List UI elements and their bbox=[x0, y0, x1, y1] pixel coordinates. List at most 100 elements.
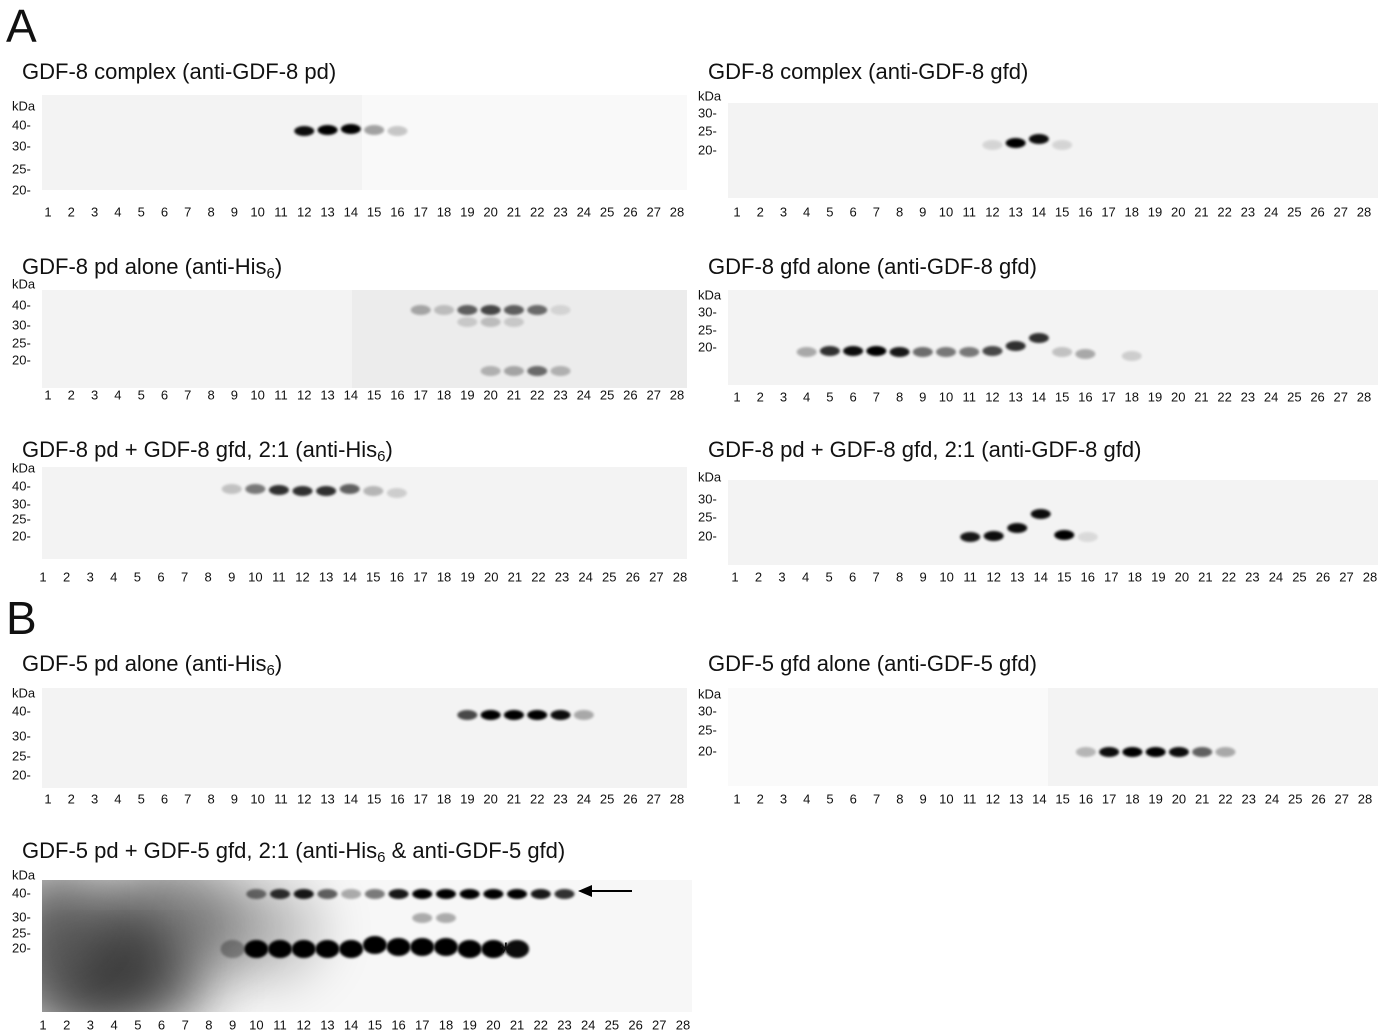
kda-label: 30- bbox=[12, 728, 31, 743]
membrane bbox=[42, 467, 687, 559]
band bbox=[387, 126, 407, 136]
lane-number: 28 bbox=[670, 791, 684, 806]
band bbox=[504, 305, 524, 315]
lane-number: 23 bbox=[1241, 791, 1255, 806]
lane-number: 20 bbox=[483, 791, 497, 806]
band bbox=[936, 347, 956, 357]
title-part: GDF-8 pd + GDF-8 gfd, 2:1 (anti-His bbox=[22, 437, 377, 462]
lane-number: 20 bbox=[1171, 204, 1185, 219]
lane-number: 20 bbox=[1171, 389, 1185, 404]
membrane bbox=[42, 688, 687, 788]
lane-number: 1 bbox=[44, 204, 51, 219]
lane-number: 9 bbox=[919, 791, 926, 806]
lane-number: 20 bbox=[483, 387, 497, 402]
asterisk: * bbox=[500, 937, 512, 970]
lane-number: 2 bbox=[757, 389, 764, 404]
lane-number: 5 bbox=[826, 389, 833, 404]
kda-label: 30- bbox=[12, 317, 31, 332]
lane-number: 28 bbox=[1363, 569, 1377, 584]
band bbox=[341, 124, 361, 134]
kda-label: 30- bbox=[698, 491, 717, 506]
lane-number: 17 bbox=[1101, 204, 1115, 219]
kda-label: 30- bbox=[12, 496, 31, 511]
band bbox=[984, 531, 1004, 541]
band bbox=[507, 889, 527, 899]
lane-number: 14 bbox=[344, 387, 358, 402]
blot bbox=[42, 467, 687, 559]
lane-number: 19 bbox=[462, 1017, 476, 1032]
subscript: 6 bbox=[267, 265, 275, 282]
lane-number: 2 bbox=[755, 569, 762, 584]
band bbox=[315, 940, 339, 958]
lane-number: 14 bbox=[344, 791, 358, 806]
kda-label: kDa bbox=[12, 867, 36, 882]
lane-number: 25 bbox=[600, 387, 614, 402]
lane-number: 28 bbox=[676, 1017, 690, 1032]
lane-number: 19 bbox=[460, 204, 474, 219]
lane-number: 2 bbox=[757, 791, 764, 806]
lane-number: 13 bbox=[319, 569, 333, 584]
lane-number: 24 bbox=[577, 387, 591, 402]
lane-number: 28 bbox=[1357, 204, 1371, 219]
lane-number: 11 bbox=[274, 387, 288, 402]
lane-number: 10 bbox=[250, 204, 264, 219]
band bbox=[270, 889, 290, 899]
band bbox=[483, 889, 503, 899]
lane-number: 18 bbox=[1125, 389, 1139, 404]
kda-label: 20- bbox=[698, 339, 717, 354]
lane-number: 2 bbox=[63, 569, 70, 584]
lane-number: 16 bbox=[390, 569, 404, 584]
band bbox=[913, 347, 933, 357]
band bbox=[318, 125, 338, 135]
kda-label: 25- bbox=[698, 722, 717, 737]
lane-number: 16 bbox=[390, 791, 404, 806]
band bbox=[412, 889, 432, 899]
lane-number: 9 bbox=[919, 204, 926, 219]
lane-number: 20 bbox=[483, 204, 497, 219]
lane-number: 23 bbox=[553, 387, 567, 402]
title-part: GDF-8 pd + GDF-8 gfd, 2:1 (anti-GDF-8 gf… bbox=[708, 437, 1141, 462]
lane-number: 12 bbox=[297, 791, 311, 806]
lane-number: 25 bbox=[1287, 389, 1301, 404]
band bbox=[551, 710, 571, 720]
lane-number: 1 bbox=[39, 569, 46, 584]
lane-number: 24 bbox=[581, 1017, 595, 1032]
band bbox=[316, 486, 336, 496]
lane-number: 27 bbox=[646, 791, 660, 806]
band bbox=[1078, 532, 1098, 542]
kda-label: kDa bbox=[12, 460, 36, 475]
lane-number: 3 bbox=[87, 569, 94, 584]
kda-label: kDa bbox=[698, 469, 722, 484]
lane-number: 16 bbox=[1081, 569, 1095, 584]
lane-number: 2 bbox=[757, 204, 764, 219]
lane-number: 27 bbox=[646, 204, 660, 219]
title-part: ) bbox=[275, 651, 282, 676]
lane-number: 14 bbox=[344, 1017, 358, 1032]
band bbox=[293, 486, 313, 496]
blot bbox=[42, 688, 687, 788]
blot bbox=[728, 103, 1378, 198]
lane-number: 3 bbox=[87, 1017, 94, 1032]
band bbox=[531, 889, 551, 899]
lane-number: 23 bbox=[553, 204, 567, 219]
lane-number: 14 bbox=[342, 569, 356, 584]
lane-number: 11 bbox=[962, 389, 976, 404]
lane-number: 27 bbox=[646, 387, 660, 402]
band bbox=[222, 484, 242, 494]
subscript: 6 bbox=[267, 662, 275, 679]
lane-number: 13 bbox=[1008, 204, 1022, 219]
title-part: GDF-5 gfd alone (anti-GDF-5 gfd) bbox=[708, 651, 1037, 676]
lane-number: 8 bbox=[207, 791, 214, 806]
band bbox=[982, 140, 1002, 150]
membrane-part bbox=[362, 95, 687, 190]
lane-number: 5 bbox=[825, 569, 832, 584]
lane-number: 12 bbox=[297, 1017, 311, 1032]
band bbox=[527, 366, 547, 376]
band bbox=[1054, 530, 1074, 540]
kda-label: 40- bbox=[12, 703, 31, 718]
lane-number: 8 bbox=[896, 204, 903, 219]
band bbox=[481, 366, 501, 376]
lane-number: 17 bbox=[414, 387, 428, 402]
band bbox=[1029, 134, 1049, 144]
band bbox=[410, 938, 434, 956]
